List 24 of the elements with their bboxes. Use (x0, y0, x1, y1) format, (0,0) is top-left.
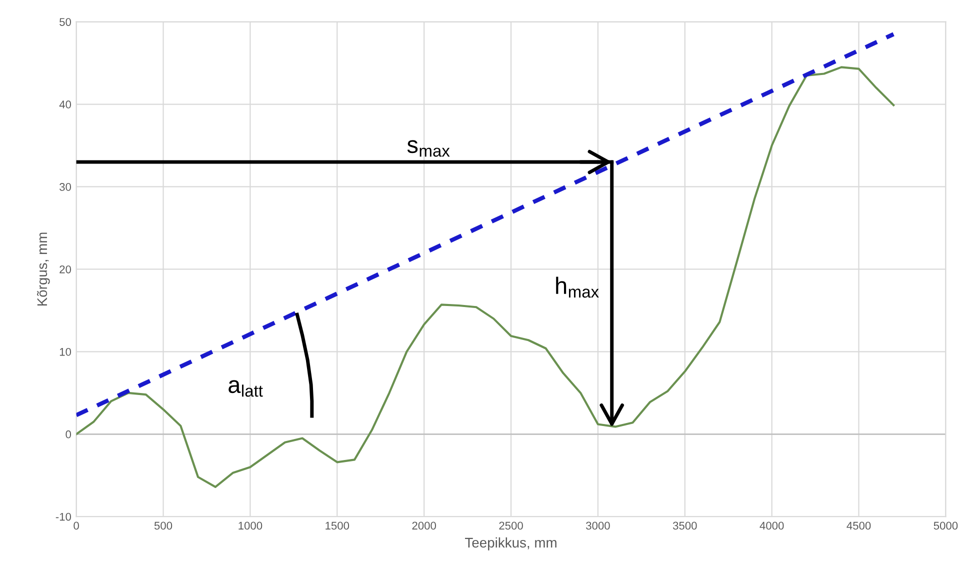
x-tick-label: 1000 (238, 522, 262, 530)
x-tick-label: 500 (154, 522, 172, 530)
x-axis-title: Teepikkus, mm (465, 537, 556, 550)
line-series (76, 66, 895, 488)
annotation: a$_{latt}$ (228, 380, 263, 397)
x-tick-label: 4000 (760, 522, 784, 530)
x-tick-label: 1500 (326, 522, 350, 530)
x-tick-label: 3000 (586, 522, 610, 530)
y-axis-title: Kõrgus, mm (36, 232, 50, 306)
y-tick-label: 50 (60, 18, 72, 26)
annotation: h$_{max}$ (556, 276, 599, 298)
x-tick-label: 3500 (672, 522, 697, 530)
y-tick-label: 10 (60, 348, 72, 356)
x-tick-label: 4500 (846, 522, 871, 530)
x-tick-label: 2000 (412, 522, 436, 530)
y-tick-label: 20 (60, 265, 72, 274)
x-tick-label: 2500 (499, 522, 523, 530)
x-tick-label: 5000 (934, 522, 958, 530)
y-tick-label: 0 (66, 430, 72, 438)
x-tick-label: 0 (74, 522, 79, 530)
y-tick-label: -10 (56, 512, 72, 521)
y-tick-label: 40 (59, 100, 72, 108)
annotation: s$_{max}$ (407, 140, 450, 157)
y-tick-label: 30 (60, 183, 72, 191)
